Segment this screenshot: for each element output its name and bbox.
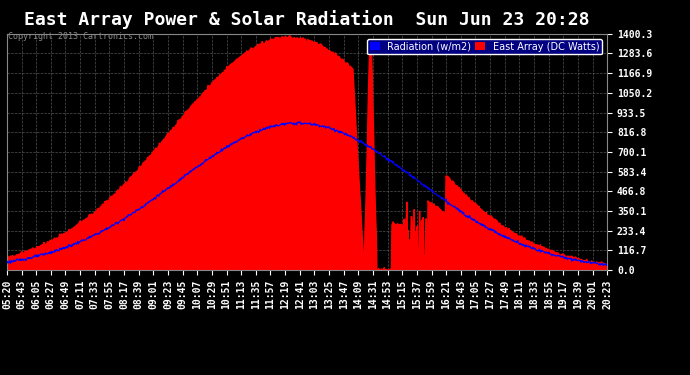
Title: East Array Power & Solar Radiation  Sun Jun 23 20:28: East Array Power & Solar Radiation Sun J…	[24, 10, 590, 29]
Legend: Radiation (w/m2), East Array (DC Watts): Radiation (w/m2), East Array (DC Watts)	[367, 39, 602, 54]
Text: Copyright 2013 Cartronics.com: Copyright 2013 Cartronics.com	[8, 32, 153, 41]
